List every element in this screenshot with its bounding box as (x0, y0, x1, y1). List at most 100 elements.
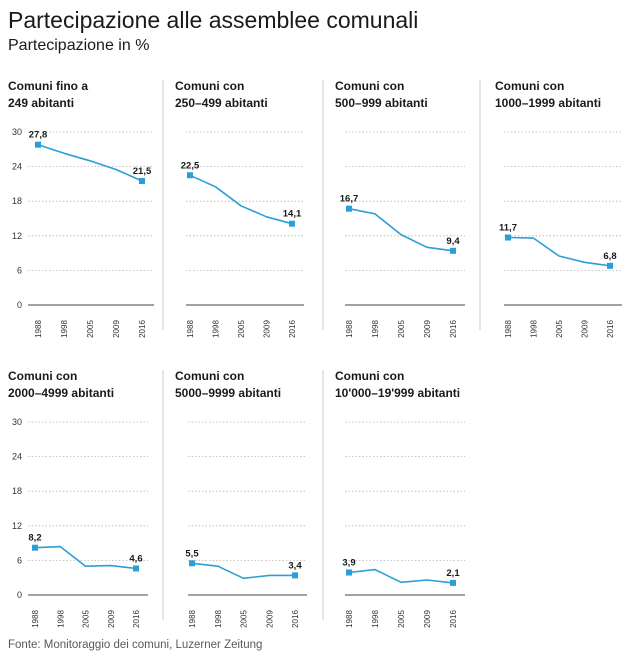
source-note: Fonte: Monitoraggio dei comuni, Luzerner… (8, 639, 263, 651)
x-tick-label: 2009 (263, 320, 272, 338)
panel-title-line: 250–499 abitanti (175, 96, 268, 110)
x-tick-label: 1998 (214, 610, 223, 628)
data-label: 6,8 (603, 251, 616, 262)
data-label: 5,5 (185, 548, 199, 559)
data-point-marker (289, 220, 295, 227)
panel-title-line: Comuni con (175, 369, 244, 383)
series-line (34, 545, 137, 570)
y-tick-label: 6 (17, 265, 22, 275)
panel-title-line: 5000–9999 abitanti (175, 386, 281, 400)
data-point-marker (133, 565, 139, 572)
x-tick-label: 1988 (31, 610, 40, 628)
x-tick-label: 2005 (397, 610, 406, 628)
y-tick-label: 0 (17, 300, 22, 310)
x-tick-label: 2009 (265, 610, 274, 628)
x-tick-label: 2005 (240, 610, 249, 628)
data-point-marker (450, 247, 456, 254)
series-line (189, 174, 293, 225)
x-tick-label: 1998 (60, 320, 69, 338)
x-tick-label: 1988 (504, 320, 513, 338)
x-tick-label: 1988 (345, 320, 354, 338)
y-tick-label: 0 (17, 590, 22, 600)
y-tick-label: 18 (12, 196, 22, 206)
series-line (348, 568, 454, 584)
x-tick-label: 1998 (530, 320, 539, 338)
y-tick-label: 24 (12, 452, 22, 462)
chart-title: Partecipazione alle assemblee comunali (8, 7, 419, 33)
panel-2: Comuni con 250–499 abitanti 1988 1998 2005 20… (175, 79, 304, 338)
y-tick-label: 30 (12, 127, 22, 137)
panel-6: Comuni con 5000–9999 abitanti 1988 1998 2005… (175, 369, 307, 628)
x-tick-label: 2009 (112, 320, 121, 338)
panel-title-line: 500–999 abitanti (335, 96, 428, 110)
panel-title-line: Comuni con (335, 79, 404, 93)
data-point-marker (187, 172, 193, 179)
x-tick-label: 2005 (555, 320, 564, 338)
panel-title-line: 2000–4999 abitanti (8, 386, 114, 400)
data-point-marker (189, 560, 195, 567)
x-tick-label: 2016 (449, 320, 458, 338)
x-tick-label: 1998 (371, 610, 380, 628)
data-label: 3,4 (288, 560, 302, 571)
x-tick-label: 1988 (345, 610, 354, 628)
panel-title-line: 249 abitanti (8, 96, 74, 110)
y-tick-label: 12 (12, 231, 22, 241)
panel-title-line: Comuni fino a (8, 79, 88, 93)
data-label: 2,1 (446, 568, 460, 579)
panel-1: Comuni fino a 249 abitanti 0 6 12 18 24 30 1988 1… (8, 79, 154, 338)
panel-title-line: 1000–1999 abitanti (495, 96, 601, 110)
data-point-marker (32, 544, 38, 551)
x-tick-label: 1988 (186, 320, 195, 338)
data-point-marker (607, 262, 613, 269)
data-point-marker (346, 205, 352, 212)
x-tick-label: 1988 (34, 320, 43, 338)
y-tick-label: 6 (17, 555, 22, 565)
x-tick-label: 1998 (371, 320, 380, 338)
panel-5: Comuni con 2000–4999 abitanti 0 6 12 18 24 30 19… (8, 369, 148, 628)
x-tick-label: 2016 (132, 610, 141, 628)
data-point-marker (35, 141, 41, 148)
x-tick-label: 2005 (397, 320, 406, 338)
data-point-marker (346, 569, 352, 576)
data-label: 14,1 (283, 209, 302, 220)
y-tick-label: 18 (12, 486, 22, 496)
chart-subtitle: Partecipazione in % (8, 37, 150, 54)
data-label: 27,8 (29, 130, 48, 141)
panel-3: Comuni con 500–999 abitanti 1988 1998 2005 20… (335, 79, 465, 338)
x-tick-label: 2009 (423, 320, 432, 338)
panel-title-line: Comuni con (175, 79, 244, 93)
data-label: 8,2 (28, 533, 41, 544)
series-line (37, 143, 143, 182)
series-line (348, 207, 454, 252)
x-tick-label: 2005 (86, 320, 95, 338)
x-tick-label: 2005 (237, 320, 246, 338)
data-label: 11,7 (499, 223, 517, 234)
panel-title-line: Comuni con (495, 79, 564, 93)
x-tick-label: 2009 (423, 610, 432, 628)
x-tick-label: 2016 (449, 610, 458, 628)
x-tick-label: 2009 (107, 610, 116, 628)
data-point-marker (505, 234, 511, 241)
data-label: 16,7 (340, 194, 359, 205)
x-tick-label: 2009 (581, 320, 590, 338)
x-tick-label: 2016 (138, 320, 147, 338)
panel-title-line: Comuni con (335, 369, 404, 383)
data-label: 22,5 (181, 160, 200, 171)
y-tick-label: 12 (12, 521, 22, 531)
y-tick-label: 24 (12, 162, 22, 172)
panel-7: Comuni con 10'000–19'999 abitanti 1988 1998… (335, 369, 465, 628)
data-point-marker (139, 178, 145, 185)
panel-4: Comuni con 1000–1999 abitanti 1988 1998 2005… (495, 79, 622, 338)
data-label: 4,6 (129, 553, 142, 564)
x-tick-label: 1988 (188, 610, 197, 628)
x-tick-label: 2016 (606, 320, 615, 338)
x-tick-label: 2005 (82, 610, 91, 628)
panel-title-line: Comuni con (8, 369, 77, 383)
x-tick-label: 2016 (291, 610, 300, 628)
data-label: 21,5 (133, 166, 152, 177)
data-point-marker (450, 579, 456, 586)
panel-title-line: 10'000–19'999 abitanti (335, 386, 460, 400)
x-tick-label: 1998 (212, 320, 221, 338)
data-label: 9,4 (446, 236, 460, 247)
